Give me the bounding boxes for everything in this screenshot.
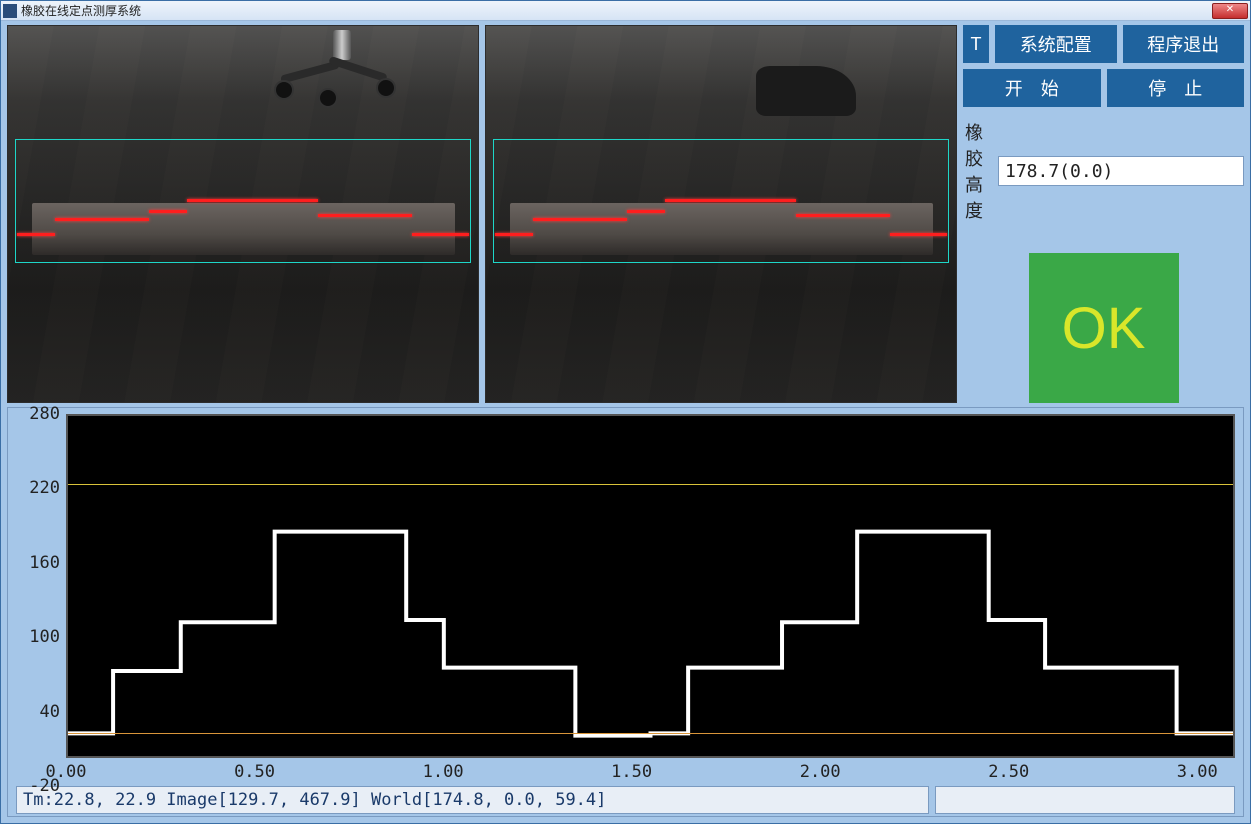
reference-line xyxy=(68,733,1233,734)
height-label: 橡胶高度 xyxy=(963,119,992,223)
status-field-right xyxy=(935,786,1235,814)
chart-area: -2040100160220280 0.000.501.001.502.002.… xyxy=(7,407,1244,817)
chart-frame: -2040100160220280 0.000.501.001.502.002.… xyxy=(7,407,1244,817)
x-tick: 2.50 xyxy=(988,762,1029,782)
y-tick: 280 xyxy=(29,404,60,424)
profile-line xyxy=(68,416,1233,756)
top-row: T 系统配置 程序退出 开 始 停 止 橡胶高度 OK xyxy=(7,25,1244,403)
reference-line xyxy=(68,484,1233,485)
laser-segment xyxy=(890,233,946,236)
target-object xyxy=(510,203,933,256)
chart-plot xyxy=(66,414,1235,758)
app-window: 橡胶在线定点测厚系统 ✕ xyxy=(0,0,1251,824)
status-field-left: Tm:22.8, 22.9 Image[129.7, 467.9] World[… xyxy=(16,786,929,814)
status-wrap: OK xyxy=(963,253,1244,403)
laser-segment xyxy=(796,214,890,217)
content-area: T 系统配置 程序退出 开 始 停 止 橡胶高度 OK xyxy=(1,21,1250,823)
close-button[interactable]: ✕ xyxy=(1212,3,1248,19)
chair-silhouette xyxy=(278,30,398,110)
x-tick: 2.00 xyxy=(800,762,841,782)
y-tick: 160 xyxy=(29,553,60,573)
plot-wrap: 0.000.501.001.502.002.503.00 xyxy=(66,414,1235,786)
x-tick: 1.00 xyxy=(423,762,464,782)
camera-view-right xyxy=(485,25,957,403)
app-icon xyxy=(3,4,17,18)
exit-button[interactable]: 程序退出 xyxy=(1123,25,1245,63)
x-tick: 0.50 xyxy=(234,762,275,782)
x-axis: 0.000.501.001.502.002.503.00 xyxy=(66,758,1235,786)
t-indicator: T xyxy=(963,25,989,63)
laser-segment xyxy=(149,210,187,213)
start-button[interactable]: 开 始 xyxy=(963,69,1101,107)
x-tick: 1.50 xyxy=(611,762,652,782)
camera-view-left xyxy=(7,25,479,403)
x-tick: 0.00 xyxy=(46,762,87,782)
laser-segment xyxy=(187,199,319,202)
y-tick: 100 xyxy=(29,627,60,647)
laser-segment xyxy=(412,233,468,236)
window-buttons: ✕ xyxy=(1212,3,1248,19)
laser-segment xyxy=(627,210,665,213)
shoe-silhouette xyxy=(756,66,856,116)
config-button[interactable]: 系统配置 xyxy=(995,25,1117,63)
chart-body: -2040100160220280 0.000.501.001.502.002.… xyxy=(16,414,1235,786)
laser-segment xyxy=(17,233,55,236)
laser-segment xyxy=(55,218,149,221)
top-button-row-1: T 系统配置 程序退出 xyxy=(963,25,1244,63)
laser-segment xyxy=(495,233,533,236)
height-value-input[interactable] xyxy=(998,156,1244,186)
control-panel: T 系统配置 程序退出 开 始 停 止 橡胶高度 OK xyxy=(963,25,1244,403)
target-object xyxy=(32,203,455,256)
y-tick: 40 xyxy=(40,702,60,722)
x-tick: 3.00 xyxy=(1177,762,1218,782)
height-row: 橡胶高度 xyxy=(963,119,1244,223)
stop-button[interactable]: 停 止 xyxy=(1107,69,1245,107)
titlebar: 橡胶在线定点测厚系统 ✕ xyxy=(1,1,1250,21)
y-axis: -2040100160220280 xyxy=(16,414,66,786)
laser-segment xyxy=(533,218,627,221)
status-row: Tm:22.8, 22.9 Image[129.7, 467.9] World[… xyxy=(16,786,1235,814)
window-title: 橡胶在线定点测厚系统 xyxy=(21,2,141,19)
laser-segment xyxy=(318,214,412,217)
laser-segment xyxy=(665,199,797,202)
top-button-row-2: 开 始 停 止 xyxy=(963,69,1244,107)
y-tick: 220 xyxy=(29,478,60,498)
status-indicator: OK xyxy=(1029,253,1179,403)
